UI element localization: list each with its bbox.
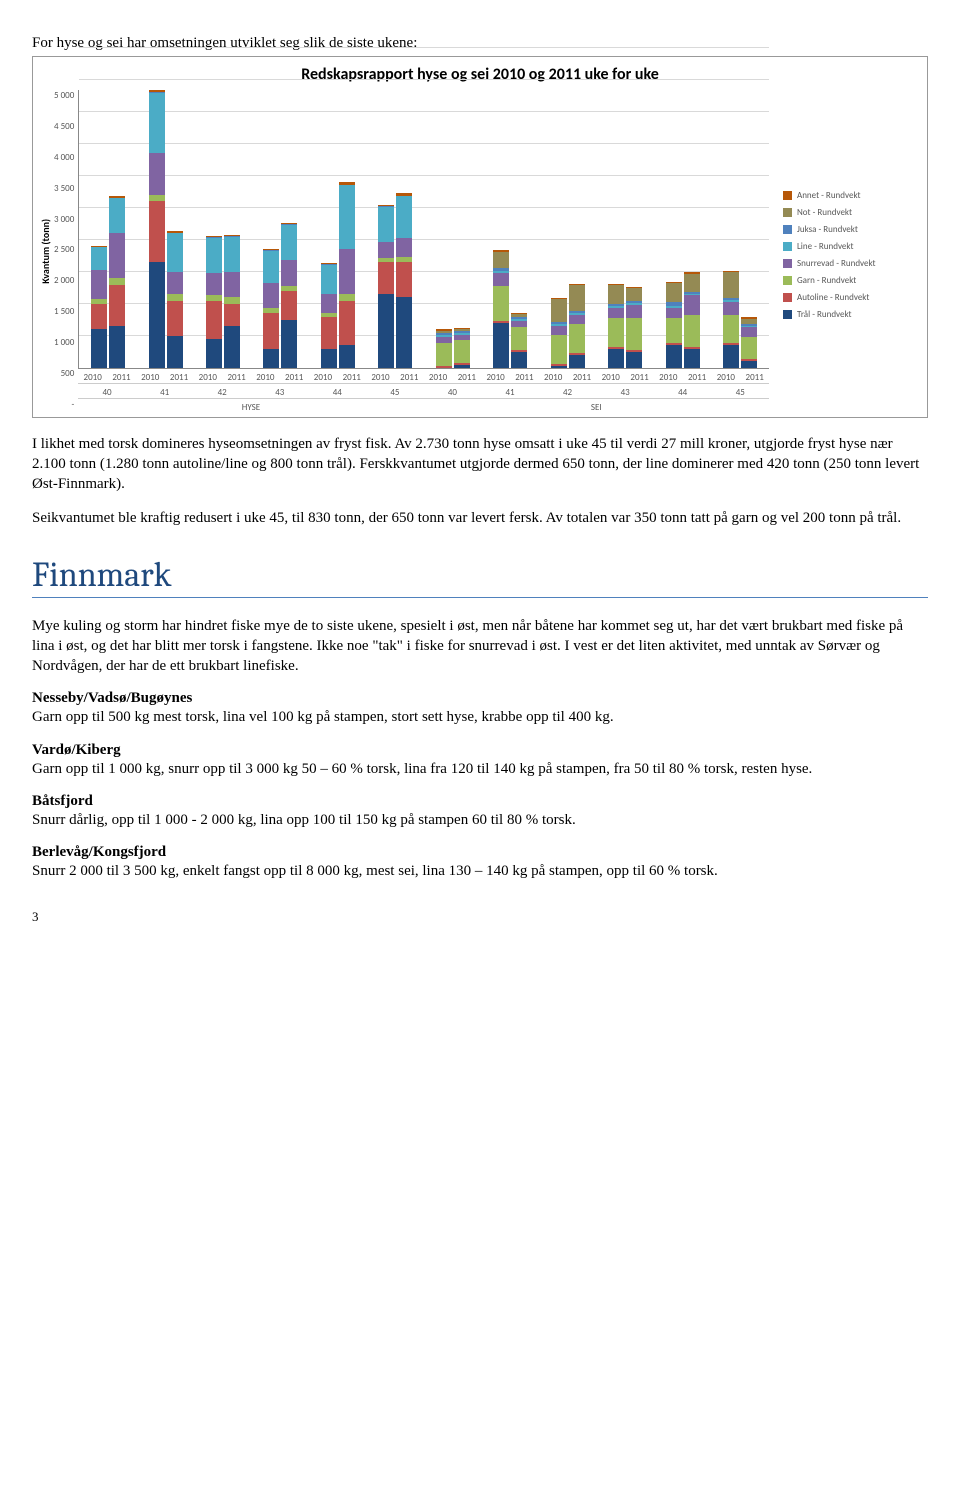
bar — [723, 271, 739, 368]
bar — [684, 272, 700, 367]
legend-item: Garn - Rundvekt — [783, 275, 913, 286]
section-text: Snurr dårlig, opp til 1 000 - 2 000 kg, … — [32, 810, 928, 830]
bar — [378, 205, 394, 368]
bar — [224, 235, 240, 368]
section-title: Nesseby/Vadsø/Bugøynes — [32, 690, 928, 707]
chart-xaxis-weeks: 404142434445404142434445 — [78, 383, 769, 398]
legend-item: Autoline - Rundvekt — [783, 292, 913, 303]
bar — [206, 236, 222, 368]
bar — [281, 223, 297, 368]
bar — [321, 263, 337, 368]
bar — [626, 287, 642, 368]
intro-text: For hyse og sei har omsetningen utviklet… — [32, 35, 928, 52]
bar — [454, 328, 470, 368]
section-text: Garn opp til 500 kg mest torsk, lina vel… — [32, 707, 928, 727]
bar — [149, 90, 165, 368]
chart-legend: Annet - Rundvekt Not - Rundvekt Juksa - Ru… — [769, 90, 923, 413]
region-heading: Finnmark — [32, 555, 928, 595]
section-text: Garn opp til 1 000 kg, snurr opp til 3 0… — [32, 759, 928, 779]
bar — [551, 298, 567, 368]
chart-yaxis: 5 0004 5004 0003 5003 0002 5002 0001 500… — [54, 90, 78, 410]
bar — [741, 317, 757, 367]
legend-item: Line - Rundvekt — [783, 241, 913, 252]
bar — [167, 231, 183, 367]
chart-xaxis-years: 2010201120102011201020112010201120102011… — [78, 369, 769, 383]
chart-xaxis-species: HYSESEI — [78, 398, 769, 413]
region-intro: Mye kuling og storm har hindret fiske my… — [32, 616, 928, 677]
bar — [493, 250, 509, 368]
legend-item: Snurrevad - Rundvekt — [783, 258, 913, 269]
bar — [511, 313, 527, 368]
bar — [339, 182, 355, 368]
body-paragraph: Seikvantumet ble kraftig redusert i uke … — [32, 508, 928, 528]
section-title: Båtsfjord — [32, 793, 928, 810]
chart-container: Redskapsrapport hyse og sei 2010 og 2011… — [32, 56, 928, 418]
bar — [569, 284, 585, 368]
bar — [608, 284, 624, 368]
bar — [396, 193, 412, 368]
legend-item: Not - Rundvekt — [783, 207, 913, 218]
bar — [91, 246, 107, 368]
legend-item: Juksa - Rundvekt — [783, 224, 913, 235]
page-number: 3 — [32, 909, 928, 925]
body-paragraph: I likhet med torsk domineres hyseomsetni… — [32, 434, 928, 495]
chart-title: Redskapsrapport hyse og sei 2010 og 2011… — [37, 65, 923, 84]
legend-item: Annet - Rundvekt — [783, 190, 913, 201]
legend-item: Trål - Rundvekt — [783, 309, 913, 320]
bar — [436, 329, 452, 367]
bar — [263, 249, 279, 368]
bar — [109, 196, 125, 368]
chart-ylabel: Kvantum (tonn) — [37, 90, 54, 413]
section-title: Berlevåg/Kongsfjord — [32, 844, 928, 861]
chart-plot — [78, 90, 769, 369]
section-title: Vardø/Kiberg — [32, 742, 928, 759]
section-text: Snurr 2 000 til 3 500 kg, enkelt fangst … — [32, 861, 928, 881]
region-rule — [32, 597, 928, 598]
bar — [666, 282, 682, 368]
